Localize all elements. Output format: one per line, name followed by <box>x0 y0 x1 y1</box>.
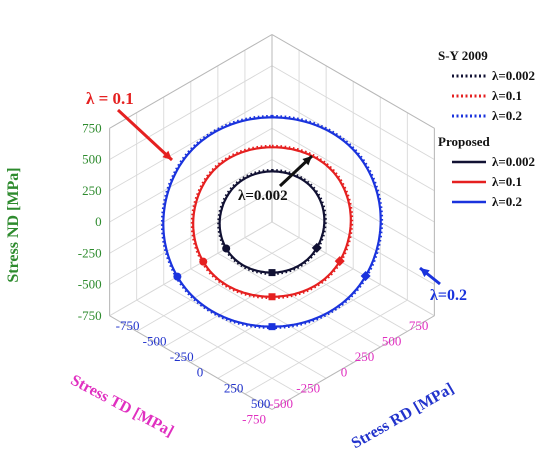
legend-label: λ=0.2 <box>492 194 522 209</box>
legend: S-Y 2009λ=0.002λ=0.1λ=0.2Proposedλ=0.002… <box>438 48 535 209</box>
tick-label-nd: -500 <box>78 277 102 292</box>
curve-marker <box>311 242 322 253</box>
tick-label-td: 250 <box>355 349 375 364</box>
annotation-lambda-0-1: λ = 0.1 <box>86 89 134 108</box>
axis-ticks: -750-500-2500250500750-750-500-250025050… <box>78 120 429 426</box>
annotation-arrowhead <box>302 156 312 166</box>
tick-label-td: -750 <box>242 412 266 427</box>
legend-label: λ=0.002 <box>492 154 535 169</box>
curve-marker <box>268 269 276 277</box>
grid-line <box>109 65 273 160</box>
annotations: λ = 0.1 λ=0.002 λ=0.2 <box>86 89 467 304</box>
tick-label-td: -250 <box>296 380 320 395</box>
legend-label: λ=0.2 <box>492 108 522 123</box>
curve-marker <box>222 244 231 253</box>
annotation-lambda-0-2: λ=0.2 <box>430 287 467 304</box>
annotation-arrow <box>116 108 174 162</box>
tick-label-rd: -250 <box>170 349 194 364</box>
tick-label-td: -500 <box>269 396 293 411</box>
tick-label-rd: 500 <box>251 396 271 411</box>
curve-s-y-2009-0-002 <box>217 169 327 276</box>
cube-edge <box>271 34 435 129</box>
tick-label-rd: 0 <box>197 365 204 380</box>
tick-label-td: 750 <box>409 318 429 333</box>
axis-title-rd: Stress RD [MPa] <box>349 380 457 452</box>
annotation-arrowhead <box>162 150 172 160</box>
tick-label-td: 500 <box>382 333 402 348</box>
tick-label-nd: 500 <box>82 152 102 167</box>
annotation-arrowhead <box>420 268 430 278</box>
grid-line <box>136 299 300 395</box>
legend-label: λ=0.1 <box>492 174 522 189</box>
tick-label-rd: 250 <box>224 380 244 395</box>
legend-label: λ=0.002 <box>492 68 535 83</box>
cube-edge <box>271 315 435 410</box>
tick-label-td: 0 <box>341 365 348 380</box>
legend-label: λ=0.1 <box>492 88 522 103</box>
axis-title-td: Stress TD [MPa] <box>68 372 177 441</box>
tick-label-nd: -250 <box>78 245 102 260</box>
annotation-lambda-0-002: λ=0.002 <box>238 188 288 204</box>
curve-marker <box>268 323 276 331</box>
curve-marker <box>199 257 208 266</box>
curve-s-y-2009-0-1 <box>190 144 354 300</box>
curve-marker <box>268 293 276 301</box>
curve-markers <box>173 242 371 331</box>
legend-group-title: S-Y 2009 <box>438 48 488 63</box>
grid-line <box>271 65 435 160</box>
tick-label-nd: 750 <box>82 120 102 135</box>
tick-label-rd: -500 <box>143 333 167 348</box>
chart-grid <box>109 34 435 410</box>
tick-label-nd: 250 <box>82 183 102 198</box>
legend-group-title: Proposed <box>438 134 491 149</box>
curve-marker <box>173 272 182 281</box>
curve-marker <box>360 271 371 282</box>
tick-label-nd: 0 <box>95 214 102 229</box>
cube-edge <box>109 34 273 129</box>
curve-marker <box>334 256 345 267</box>
axis-title-nd: Stress ND [MPa] <box>5 167 22 282</box>
tick-label-nd: -750 <box>78 308 102 323</box>
cube-edge <box>109 315 273 410</box>
tick-label-rd: -750 <box>116 318 140 333</box>
